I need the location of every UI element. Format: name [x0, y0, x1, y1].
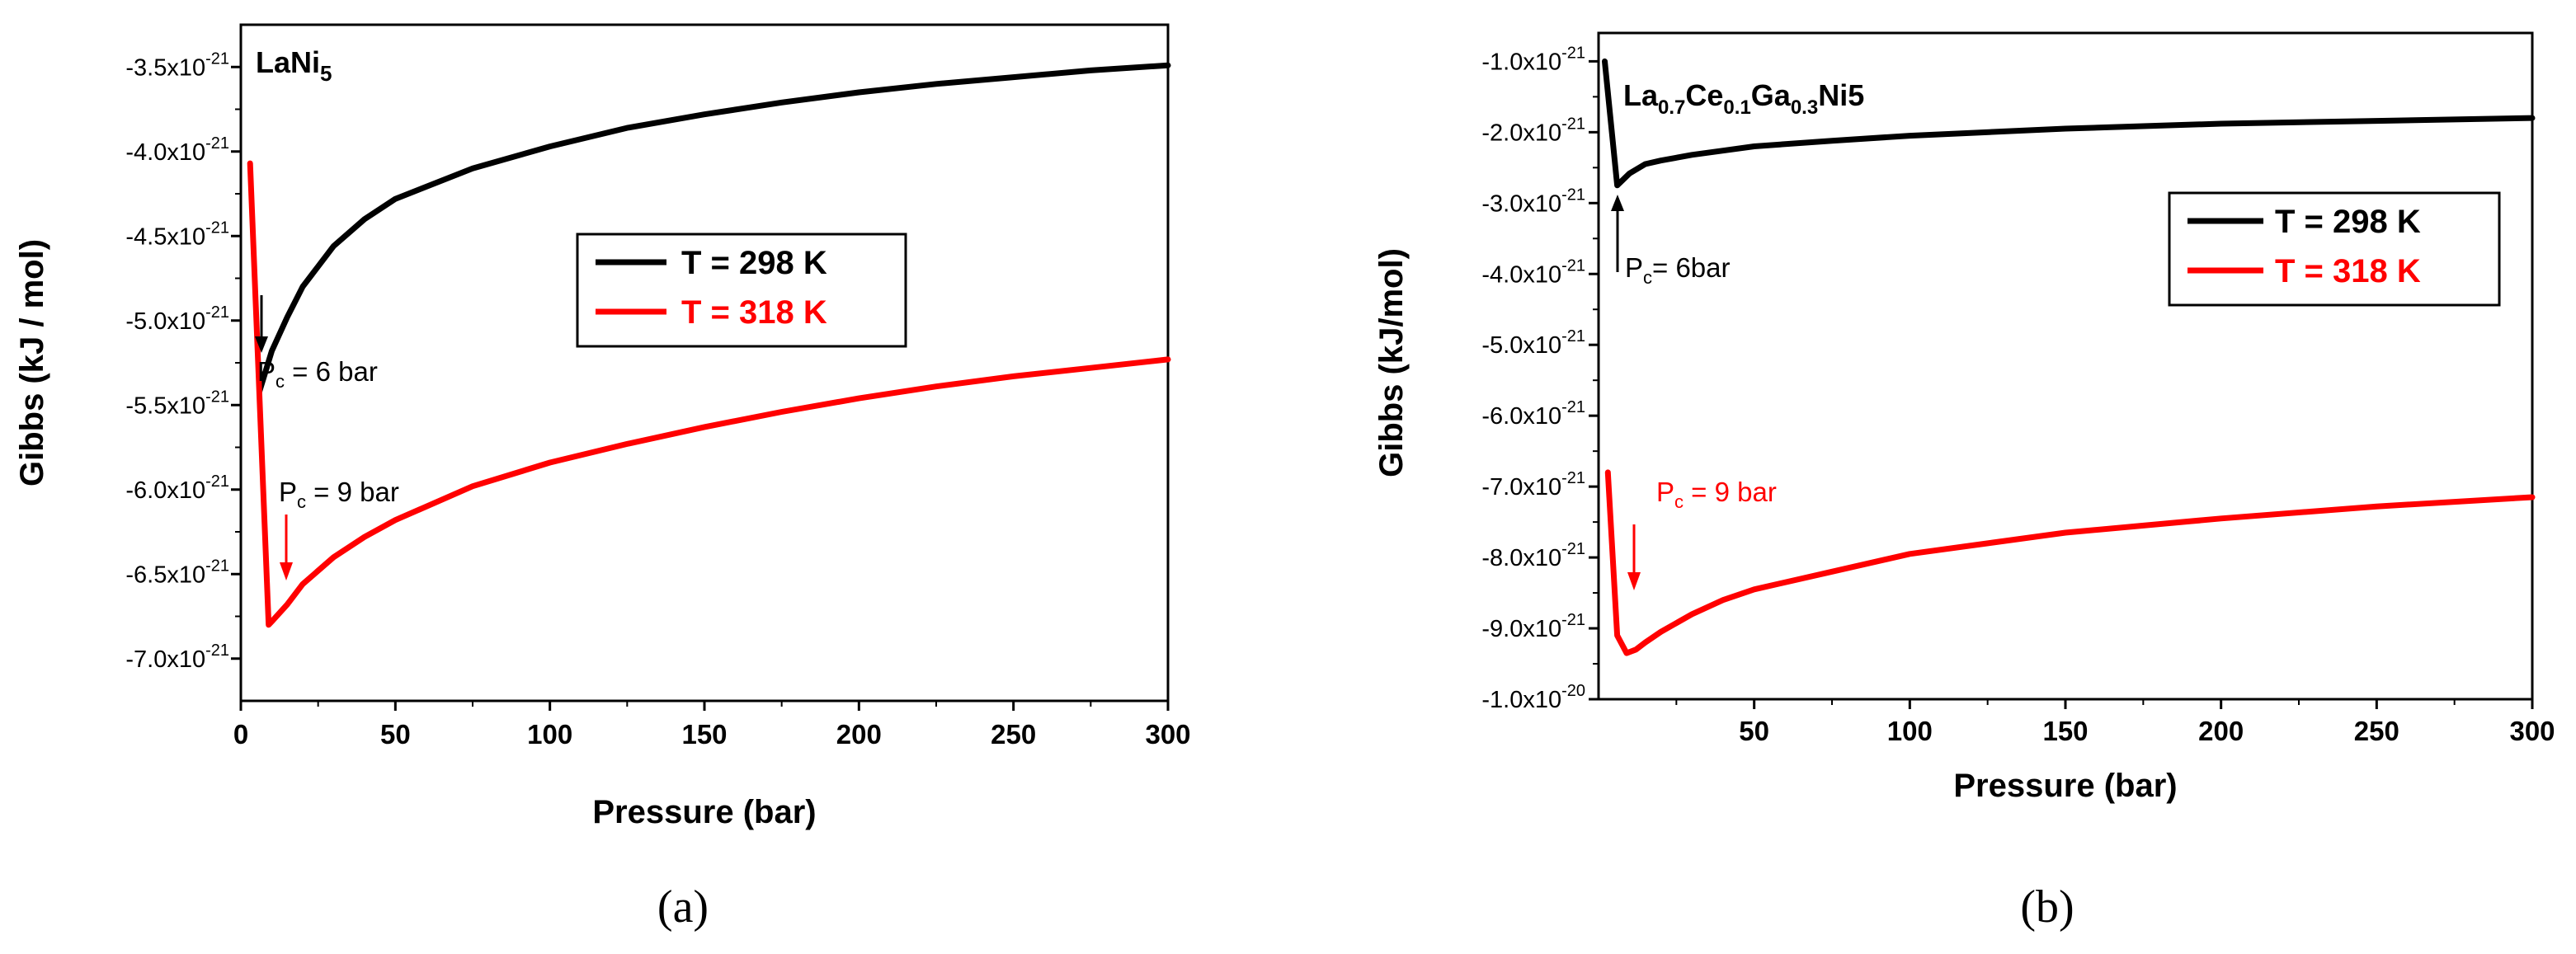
legend-label-318: T = 318 K [681, 294, 827, 331]
annotation-arrowhead-6 [1611, 195, 1624, 211]
x-tick-label: 0 [233, 719, 248, 750]
y-tick-label: -3.5x10-21 [125, 49, 229, 81]
annotation-pc-6: Pc= 6bar [1611, 195, 1731, 288]
series-line-298k [257, 62, 1171, 395]
x-tick-label: 300 [2509, 716, 2555, 746]
axis-ticks [1589, 59, 2534, 709]
y-tick-label: -6.0x10-21 [1481, 398, 1585, 430]
chart-panel-a: -3.5x10-21 -4.0x10-21 -4.5x10-21 -5.0x10-21… [14, 23, 1191, 933]
series-line-318k [247, 160, 1171, 628]
legend-label-318: T = 318 K [2275, 253, 2421, 289]
plot-frame [239, 23, 1170, 703]
panel-caption: (a) [657, 881, 709, 933]
x-tick-labels: 50 100 150 200 250 300 [1739, 716, 2555, 746]
title-sub: 5 [320, 61, 332, 86]
x-tick-label: 50 [380, 719, 411, 750]
y-tick-label: -7.0x10-21 [125, 641, 229, 673]
x-axis-label: Pressure (bar) [1953, 768, 2177, 804]
legend-box [2168, 191, 2501, 307]
series-line-298k [1602, 58, 2536, 189]
x-tick-label: 200 [836, 719, 882, 750]
x-tick-label: 50 [1739, 716, 1769, 746]
annotation-label-6: Pc= 6bar [1625, 252, 1731, 288]
y-axis-label: Gibbs (kJ/mol) [1373, 248, 1410, 477]
y-tick-labels: -1.0x10-21 -2.0x10-21 -3.0x10-21 -4.0x10-21… [1481, 44, 1585, 713]
y-tick-label: -1.0x10-20 [1481, 682, 1585, 713]
y-tick-label: -1.0x10-21 [1481, 44, 1585, 75]
series-group [1602, 58, 2536, 656]
y-tick-labels: -3.5x10-21 -4.0x10-21 -4.5x10-21 -5.0x10-21… [125, 49, 229, 673]
panel-caption: (b) [2020, 881, 2074, 933]
series-line-318k [1604, 469, 2536, 656]
legend: T = 298 K T = 318 K [2168, 191, 2501, 307]
plot-frame [1597, 31, 2534, 701]
annotation-label-6: Pc = 6 bar [257, 356, 378, 392]
annotation-pc-9: Pc = 9 bar [279, 477, 399, 580]
x-tick-label: 100 [1887, 716, 1933, 746]
y-tick-label: -6.0x10-21 [125, 472, 229, 504]
x-tick-label: 200 [2198, 716, 2244, 746]
y-axis-label: Gibbs (kJ / mol) [14, 239, 50, 486]
annotation-pc-9: Pc = 9 bar [1627, 477, 1777, 590]
annotation-label-9: Pc = 9 bar [279, 477, 399, 512]
annotation-label-9: Pc = 9 bar [1656, 477, 1777, 512]
title-main: LaNi [256, 45, 320, 79]
y-tick-label: -4.0x10-21 [125, 134, 229, 166]
chart-title: La0.7Ce0.1Ga0.3Ni5 [1623, 78, 1864, 119]
y-tick-label: -7.0x10-21 [1481, 469, 1585, 500]
x-tick-label: 100 [527, 719, 572, 750]
x-axis-label: Pressure (bar) [592, 794, 816, 830]
chart-panel-b: -1.0x10-21 -2.0x10-21 -3.0x10-21 -4.0x10-21… [1373, 31, 2555, 933]
chart-title: LaNi5 [256, 45, 332, 86]
x-tick-label: 150 [2042, 716, 2088, 746]
x-tick-label: 250 [2354, 716, 2399, 746]
annotation-arrowhead-9 [1627, 572, 1641, 590]
y-tick-label: -5.0x10-21 [125, 303, 229, 335]
y-tick-label: -3.0x10-21 [1481, 186, 1585, 217]
annotation-arrowhead-9 [280, 562, 293, 580]
y-tick-label: -5.0x10-21 [1481, 327, 1585, 359]
y-tick-label: -9.0x10-21 [1481, 611, 1585, 642]
y-tick-label: -6.5x10-21 [125, 557, 229, 588]
legend-label-298: T = 298 K [2275, 204, 2421, 240]
x-tick-label: 300 [1145, 719, 1190, 750]
series-group [247, 62, 1171, 628]
legend: T = 298 K T = 318 K [576, 233, 907, 348]
x-tick-label: 150 [681, 719, 727, 750]
legend-box [576, 233, 907, 348]
y-tick-label: -4.5x10-21 [125, 219, 229, 250]
y-tick-label: -8.0x10-21 [1481, 540, 1585, 571]
x-tick-label: 250 [991, 719, 1036, 750]
axis-ticks [231, 65, 1170, 711]
annotation-pc-6: Pc = 6 bar [255, 295, 378, 392]
x-tick-labels: 0 50 100 150 200 250 300 [233, 719, 1191, 750]
legend-label-298: T = 298 K [681, 245, 827, 281]
y-tick-label: -4.0x10-21 [1481, 256, 1585, 288]
y-tick-label: -2.0x10-21 [1481, 115, 1585, 146]
annotation-arrowhead-6 [255, 336, 268, 353]
y-tick-label: -5.5x10-21 [125, 388, 229, 419]
